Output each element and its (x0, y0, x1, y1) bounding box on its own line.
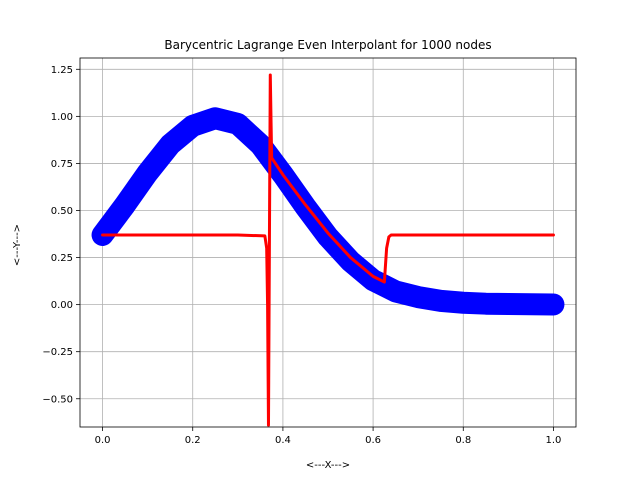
y-tick-label: 1.25 (51, 65, 73, 76)
y-tick-label: −0.25 (42, 347, 73, 358)
y-axis-ticks: −0.50 −0.25 0.00 0.25 0.50 0.75 1.00 1.25 (42, 65, 80, 405)
x-tick-label: 0.0 (95, 435, 111, 446)
x-tick-label: 0.4 (275, 435, 291, 446)
grid (80, 58, 576, 427)
y-tick-label: −0.50 (42, 394, 73, 405)
series-red-interpolant (101, 73, 555, 427)
plot-frame (79, 57, 577, 428)
y-tick-label: 0.00 (51, 300, 73, 311)
y-axis-label: <---Y---> (12, 224, 23, 266)
y-tick-label: 0.75 (51, 159, 73, 170)
x-tick-label: 0.6 (365, 435, 381, 446)
y-tick-label: 0.25 (51, 253, 73, 264)
x-tick-label: 0.8 (455, 435, 471, 446)
x-tick-label: 1.0 (546, 435, 562, 446)
x-axis-ticks: 0.0 0.2 0.4 0.6 0.8 1.0 (95, 427, 562, 446)
x-tick-label: 0.2 (185, 435, 201, 446)
y-tick-label: 1.00 (51, 112, 73, 123)
series-blue-curve (91, 107, 565, 316)
chart-title: Barycentric Lagrange Even Interpolant fo… (164, 38, 491, 52)
series-layer (91, 73, 565, 427)
y-tick-label: 0.50 (51, 206, 73, 217)
x-axis-label: <---X---> (306, 460, 350, 471)
